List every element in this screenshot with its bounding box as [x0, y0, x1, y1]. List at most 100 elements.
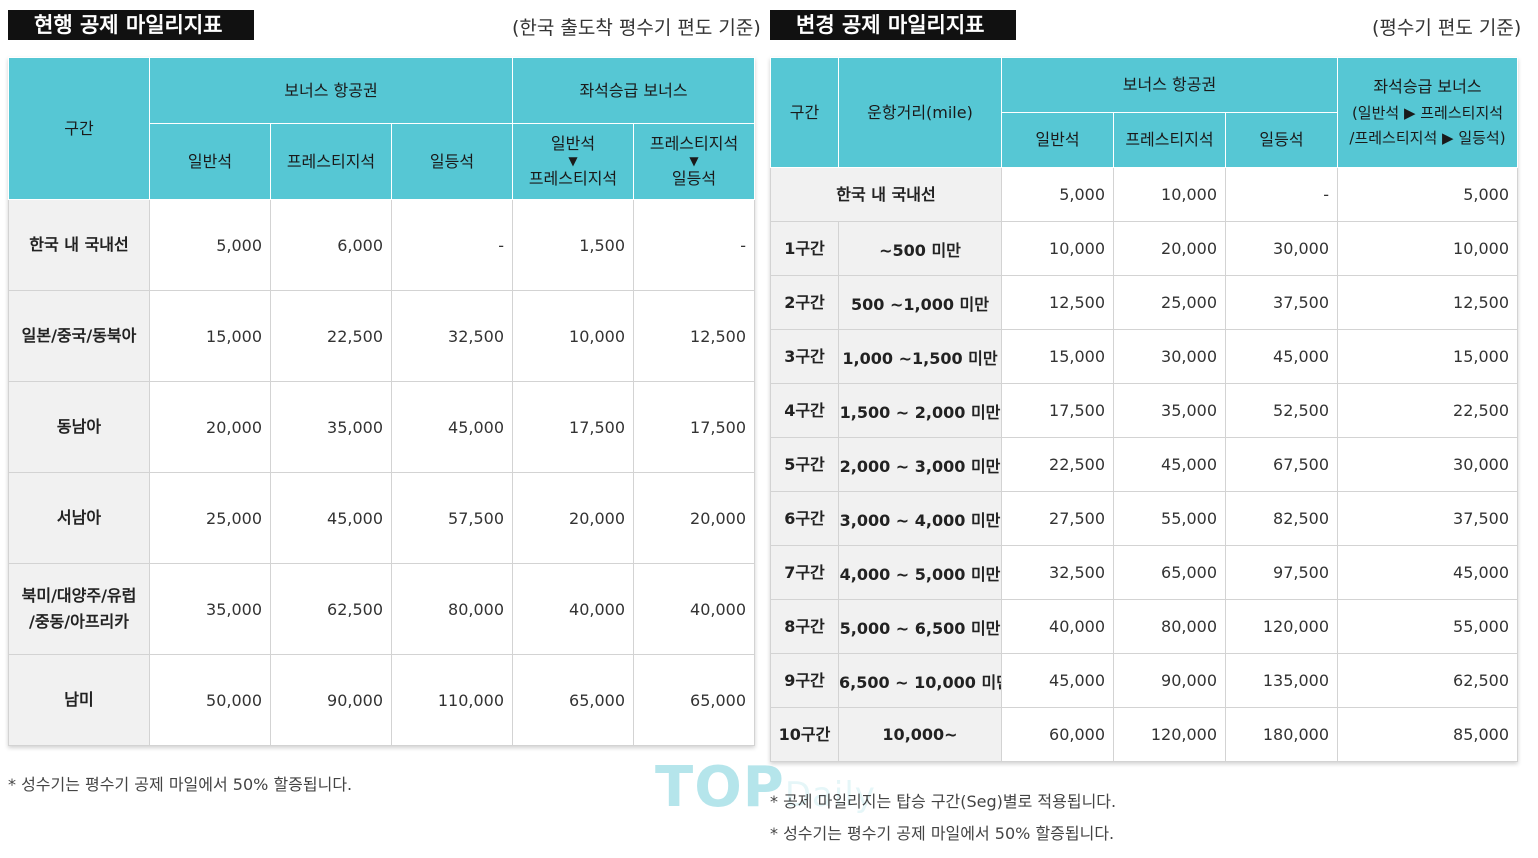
cell-value: 25,000: [1113, 275, 1226, 330]
row-label: 서남아: [8, 472, 150, 564]
row-label: 동남아: [8, 381, 150, 473]
cell-value: 40,000: [632, 563, 756, 655]
table-row: 7구간 4,000 ~ 5,000 미만 32,500 65,000 97,50…: [770, 545, 1518, 600]
cell-value: 110,000: [391, 654, 513, 746]
table-row: 9구간 6,500 ~ 10,000 미만 45,000 90,000 135,…: [770, 653, 1518, 708]
cell-value: 45,000: [1337, 545, 1518, 600]
arrow-down-icon: ▼: [689, 153, 699, 168]
left-title: 현행 공제 마일리지표: [8, 10, 254, 40]
distance-range: 1,000 ~1,500 미만: [838, 329, 1002, 384]
cell-value: 20,000: [149, 381, 271, 473]
header-bonus-ticket: 보너스 항공권: [1001, 57, 1338, 113]
table-row: 1구간 ~500 미만 10,000 20,000 30,000 10,000: [770, 221, 1518, 276]
upgrade-from: 프레스티지석: [649, 134, 739, 154]
header-upgrade-economy-prestige: 일반석 ▼ 프레스티지석: [512, 123, 634, 200]
distance-range: 10,000~: [838, 707, 1002, 762]
segment-label: 8구간: [770, 599, 839, 654]
cell-value: 15,000: [1337, 329, 1518, 384]
table-row: 한국 내 국내선 5,000 10,000 - 5,000: [770, 167, 1518, 222]
cell-value: 135,000: [1225, 653, 1338, 708]
table-row: 8구간 5,000 ~ 6,500 미만 40,000 80,000 120,0…: [770, 599, 1518, 654]
cell-value: 180,000: [1225, 707, 1338, 762]
cell-value: 17,500: [1001, 383, 1114, 438]
cell-value: 52,500: [1225, 383, 1338, 438]
cell-value: 37,500: [1225, 275, 1338, 330]
cell-value: 10,000: [1113, 167, 1226, 222]
distance-range: 500 ~1,000 미만: [838, 275, 1002, 330]
cell-value: 40,000: [512, 563, 634, 655]
cell-value: 45,000: [1001, 653, 1114, 708]
cell-value: 30,000: [1225, 221, 1338, 276]
table-row: 북미/대양주/유럽 /중동/아프리카 35,000 62,500 80,000 …: [8, 563, 756, 655]
watermark-logo: TOPDaily: [655, 755, 876, 820]
right-basis-label: (평수기 편도 기준): [1372, 17, 1522, 39]
row-label: 남미: [8, 654, 150, 746]
arrow-down-icon: ▼: [568, 153, 578, 168]
cell-value: 60,000: [1001, 707, 1114, 762]
cell-value: 30,000: [1113, 329, 1226, 384]
cell-value: 85,000: [1337, 707, 1518, 762]
watermark-main: TOP: [655, 755, 785, 820]
cell-value: 30,000: [1337, 437, 1518, 492]
cell-value: 35,000: [270, 381, 392, 473]
row-label: 일본/중국/동북아: [8, 290, 150, 382]
cell-value: 22,500: [1001, 437, 1114, 492]
cell-value: 20,000: [1113, 221, 1226, 276]
cell-value: 65,000: [512, 654, 634, 746]
segment-label: 9구간: [770, 653, 839, 708]
upgrade-detail: (일반석 ▶ 프레스티지석: [1351, 103, 1504, 122]
distance-range: 6,500 ~ 10,000 미만: [838, 653, 1002, 708]
cell-value: 90,000: [270, 654, 392, 746]
header-upgrade: 좌석승급 보너스 (일반석 ▶ 프레스티지석 /프레스티지석 ▶ 일등석): [1337, 57, 1518, 168]
upgrade-detail: /프레스티지석 ▶ 일등석): [1349, 129, 1506, 148]
cell-value: 45,000: [391, 381, 513, 473]
cell-value: 10,000: [512, 290, 634, 382]
cell-value: 22,500: [270, 290, 392, 382]
distance-range: 4,000 ~ 5,000 미만: [838, 545, 1002, 600]
segment-label: 1구간: [770, 221, 839, 276]
table-row: 동남아 20,000 35,000 45,000 17,500 17,500: [8, 381, 756, 473]
distance-range: ~500 미만: [838, 221, 1002, 276]
left-basis-label: (한국 출도착 평수기 편도 기준): [512, 17, 761, 39]
header-upgrade-prestige-first: 프레스티지석 ▼ 일등석: [632, 123, 756, 200]
segment-label: 10구간: [770, 707, 839, 762]
distance-range: 2,000 ~ 3,000 미만: [838, 437, 1002, 492]
cell-value: 35,000: [1113, 383, 1226, 438]
header-section: 구간: [8, 57, 150, 200]
table-row: 서남아 25,000 45,000 57,500 20,000 20,000: [8, 472, 756, 564]
cell-value: 62,500: [270, 563, 392, 655]
cell-value: 1,500: [512, 199, 634, 291]
segment-label: 2구간: [770, 275, 839, 330]
cell-value: 15,000: [1001, 329, 1114, 384]
table-row: 4구간 1,500 ~ 2,000 미만 17,500 35,000 52,50…: [770, 383, 1518, 438]
cell-value: 20,000: [632, 472, 756, 564]
upgrade-to: 프레스티지석: [528, 169, 618, 189]
segment-label: 5구간: [770, 437, 839, 492]
header-prestige: 프레스티지석: [1113, 112, 1226, 168]
new-mileage-table: 구간 운항거리(mile) 보너스 항공권 좌석승급 보너스 (일반석 ▶ 프레…: [770, 57, 1518, 762]
cell-value: 35,000: [149, 563, 271, 655]
header-economy: 일반석: [1001, 112, 1114, 168]
cell-value: 40,000: [1001, 599, 1114, 654]
table-row: 한국 내 국내선 5,000 6,000 - 1,500 -: [8, 199, 756, 291]
header-bonus-ticket: 보너스 항공권: [149, 57, 513, 124]
cell-value: 80,000: [1113, 599, 1226, 654]
distance-range: 3,000 ~ 4,000 미만: [838, 491, 1002, 546]
table-row: 5구간 2,000 ~ 3,000 미만 22,500 45,000 67,50…: [770, 437, 1518, 492]
table-row: 남미 50,000 90,000 110,000 65,000 65,000: [8, 654, 756, 746]
cell-value: 17,500: [512, 381, 634, 473]
segment-label: 4구간: [770, 383, 839, 438]
cell-value: 45,000: [1225, 329, 1338, 384]
cell-value: 10,000: [1001, 221, 1114, 276]
cell-value: 10,000: [1337, 221, 1518, 276]
table-row: 2구간 500 ~1,000 미만 12,500 25,000 37,500 1…: [770, 275, 1518, 330]
row-label: 북미/대양주/유럽 /중동/아프리카: [8, 563, 150, 655]
watermark-rest: Daily: [784, 775, 876, 815]
right-footnote-2: * 성수기는 평수기 공제 마일에서 50% 할증됩니다.: [770, 824, 1115, 843]
cell-value: 12,500: [632, 290, 756, 382]
cell-value: 45,000: [1113, 437, 1226, 492]
distance-range: 1,500 ~ 2,000 미만: [838, 383, 1002, 438]
upgrade-title: 좌석승급 보너스: [1373, 77, 1482, 97]
cell-value: 65,000: [632, 654, 756, 746]
header-distance: 운항거리(mile): [838, 57, 1002, 168]
